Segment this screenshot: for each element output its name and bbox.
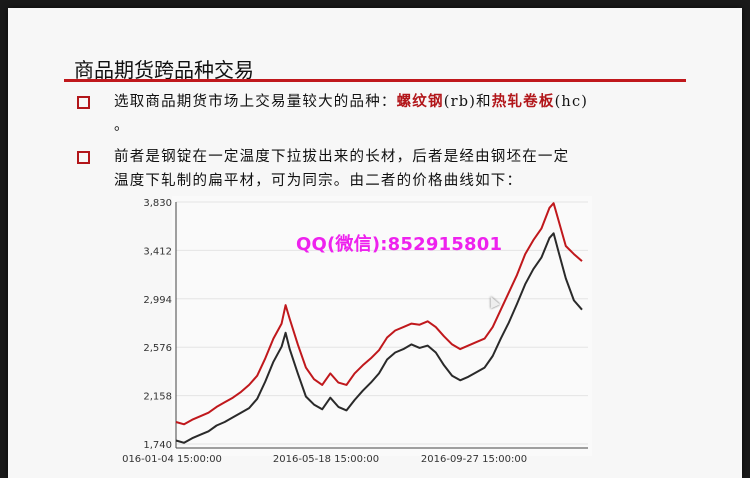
x-axis-ticks: 016-01-04 15:00:00 2016-05-18 15:00:00 201… <box>122 454 527 465</box>
chart-series <box>175 202 583 444</box>
y-tick-label: 3,412 <box>143 246 172 257</box>
slide-title: 商品期货跨品种交易 <box>74 58 254 82</box>
bullet-2-line-1: 前者是钢锭在一定温度下拉拔出来的长材，后者是经由钢坯在一定 <box>114 149 570 165</box>
title-divider <box>64 79 686 82</box>
bullet-1-text: 选取商品期货市场上交易量较大的品种：螺纹钢(rb)和热轧卷板(hc) <box>114 90 588 114</box>
rb-price-line <box>175 202 583 426</box>
hot-rolled-coil-highlight: 热轧卷板 <box>491 93 555 110</box>
x-tick-label: 2016-05-18 15:00:00 <box>273 454 379 465</box>
bullet-square-icon <box>77 96 90 109</box>
rebar-highlight: 螺纹钢 <box>396 93 444 110</box>
bullet-square-icon <box>77 151 90 164</box>
y-tick-label: 1,740 <box>143 440 172 451</box>
x-tick-label: 016-01-04 15:00:00 <box>122 454 222 465</box>
bullet-2-line-2: 温度下轧制的扁平材，可为同宗。由二者的价格曲线如下： <box>114 173 523 189</box>
hc-price-line <box>175 232 583 444</box>
x-tick-label: 2016-09-27 15:00:00 <box>421 454 527 465</box>
y-tick-label: 2,158 <box>143 392 172 403</box>
y-tick-label: 3,830 <box>143 198 172 209</box>
hot-rolled-coil-code: (hc) <box>554 94 589 110</box>
y-axis-ticks: 3,830 3,412 2,994 2,576 2,158 1,740 <box>143 198 172 451</box>
bullet-1-tail: 。 <box>114 118 130 134</box>
qq-wechat-watermark: QQ(微信):852915801 <box>296 234 503 255</box>
rebar-code: (rb)和 <box>443 94 492 110</box>
y-tick-label: 2,994 <box>143 295 172 306</box>
y-tick-label: 2,576 <box>143 343 172 354</box>
bullet-1-prefix: 选取商品期货市场上交易量较大的品种： <box>114 94 397 110</box>
